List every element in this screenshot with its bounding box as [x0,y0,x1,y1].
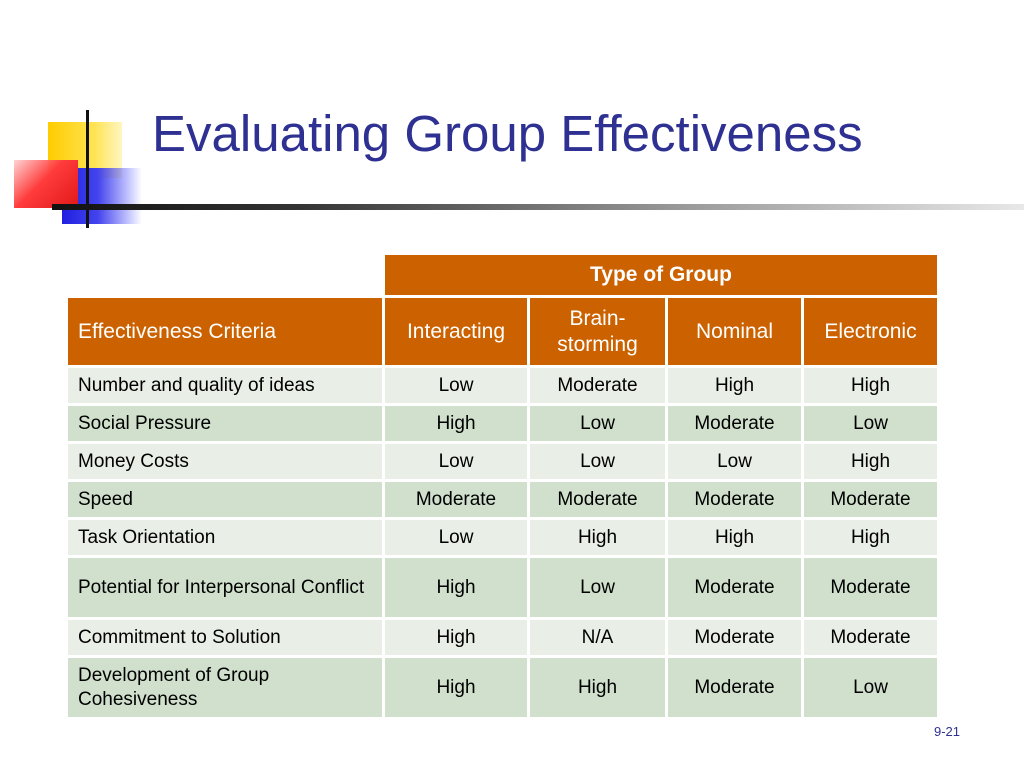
value-cell-nominal: Moderate [668,620,804,658]
table-row: Development of Group Cohesiveness High Hig… [68,658,940,720]
value-cell-interacting: Low [385,444,530,482]
red-square-shape [14,160,78,208]
value-cell-brainstorming: Moderate [530,368,668,406]
value-cell-electronic: High [804,368,940,406]
table-row: Number and quality of ideas Low Moderate Hi… [68,368,940,406]
value-cell-electronic: Low [804,406,940,444]
criteria-cell: Commitment to Solution [68,620,385,658]
value-cell-electronic: High [804,520,940,558]
value-cell-interacting: Moderate [385,482,530,520]
value-cell-nominal: Moderate [668,406,804,444]
vertical-line-shape [86,110,89,228]
value-cell-interacting: Low [385,368,530,406]
table-corner-blank [68,255,385,298]
criteria-column-header: Effectiveness Criteria [68,298,385,368]
value-cell-electronic: Low [804,658,940,720]
value-cell-nominal: Moderate [668,482,804,520]
table-row: Commitment to Solution High N/A Moderate Mod… [68,620,940,658]
criteria-cell: Speed [68,482,385,520]
slide-title: Evaluating Group Effectiveness [152,105,863,162]
value-cell-interacting: High [385,558,530,620]
criteria-cell: Potential for Interpersonal Conflict [68,558,385,620]
title-underline-rule [52,204,1024,210]
value-cell-nominal: Moderate [668,558,804,620]
criteria-cell: Development of Group Cohesiveness [68,658,385,720]
value-cell-nominal: High [668,520,804,558]
value-cell-electronic: Moderate [804,620,940,658]
page-number: 9-21 [933,724,960,739]
table-row: Task Orientation Low High High High [68,520,940,558]
column-header-nominal: Nominal [668,298,804,368]
value-cell-electronic: Moderate [804,482,940,520]
table-row: Speed Moderate Moderate Moderate Moderate [68,482,940,520]
value-cell-brainstorming: High [530,520,668,558]
value-cell-brainstorming: N/A [530,620,668,658]
column-header-brainstorming: Brain-storming [530,298,668,368]
table-row: Money Costs Low Low Low High [68,444,940,482]
value-cell-nominal: High [668,368,804,406]
criteria-cell: Social Pressure [68,406,385,444]
value-cell-nominal: Low [668,444,804,482]
value-cell-nominal: Moderate [668,658,804,720]
table-body: Number and quality of ideas Low Moderate Hi… [68,368,940,720]
value-cell-electronic: High [804,444,940,482]
type-of-group-header: Type of Group [385,255,940,298]
value-cell-brainstorming: Low [530,406,668,444]
effectiveness-table: Type of Group Effectiveness Criteria Int… [68,255,940,720]
value-cell-interacting: High [385,658,530,720]
value-cell-electronic: Moderate [804,558,940,620]
table-row: Social Pressure High Low Moderate Low [68,406,940,444]
slide-logo-decoration [0,0,150,240]
value-cell-brainstorming: Low [530,558,668,620]
value-cell-interacting: Low [385,520,530,558]
value-cell-brainstorming: Low [530,444,668,482]
column-header-interacting: Interacting [385,298,530,368]
value-cell-brainstorming: High [530,658,668,720]
criteria-cell: Number and quality of ideas [68,368,385,406]
value-cell-interacting: High [385,620,530,658]
value-cell-interacting: High [385,406,530,444]
column-header-electronic: Electronic [804,298,940,368]
value-cell-brainstorming: Moderate [530,482,668,520]
table-row: Potential for Interpersonal Conflict High… [68,558,940,620]
criteria-cell: Money Costs [68,444,385,482]
criteria-cell: Task Orientation [68,520,385,558]
